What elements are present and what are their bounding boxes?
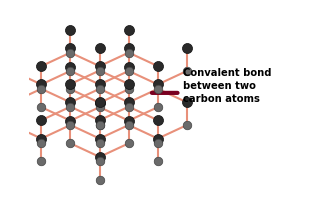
- Point: [126, 101, 131, 104]
- Point: [39, 87, 44, 90]
- Point: [10, 47, 15, 50]
- Point: [97, 160, 102, 163]
- Point: [97, 65, 102, 68]
- Point: [68, 65, 73, 68]
- Point: [97, 101, 102, 104]
- Point: [97, 83, 102, 86]
- Point: [68, 83, 73, 86]
- Point: [126, 47, 131, 50]
- Point: [97, 124, 102, 127]
- Point: [97, 46, 102, 49]
- Point: [68, 142, 73, 145]
- Point: [68, 69, 73, 72]
- Point: [184, 124, 190, 127]
- Point: [97, 100, 102, 103]
- Point: [68, 105, 73, 108]
- Point: [39, 141, 44, 145]
- Point: [126, 65, 131, 68]
- Point: [126, 105, 131, 108]
- Point: [68, 124, 73, 127]
- Point: [97, 137, 102, 140]
- Point: [184, 69, 190, 72]
- Point: [39, 137, 44, 140]
- Point: [97, 69, 102, 72]
- Point: [68, 119, 73, 122]
- Text: Convalent bond
between two
carbon atoms: Convalent bond between two carbon atoms: [183, 68, 271, 104]
- Point: [126, 83, 131, 86]
- Point: [68, 101, 73, 104]
- Point: [68, 28, 73, 32]
- Point: [97, 141, 102, 145]
- Point: [68, 51, 73, 54]
- Point: [155, 87, 160, 90]
- Point: [39, 106, 44, 109]
- Point: [126, 28, 131, 32]
- Point: [39, 119, 44, 122]
- Point: [39, 160, 44, 163]
- Point: [155, 160, 160, 163]
- Point: [126, 69, 131, 72]
- Point: [126, 88, 131, 91]
- Point: [126, 124, 131, 127]
- Point: [97, 87, 102, 90]
- Point: [68, 88, 73, 91]
- Point: [155, 106, 160, 109]
- Point: [97, 106, 102, 109]
- Point: [10, 69, 15, 72]
- Point: [39, 65, 44, 68]
- Point: [155, 119, 160, 122]
- Point: [97, 178, 102, 181]
- Point: [184, 101, 190, 104]
- Point: [126, 119, 131, 122]
- Point: [126, 51, 131, 54]
- Point: [97, 155, 102, 158]
- Point: [10, 101, 15, 104]
- Point: [68, 47, 73, 50]
- Point: [155, 141, 160, 145]
- Point: [126, 142, 131, 145]
- Point: [10, 124, 15, 127]
- Point: [39, 83, 44, 86]
- Point: [184, 47, 190, 50]
- Point: [155, 65, 160, 68]
- Point: [97, 123, 102, 126]
- Point: [97, 119, 102, 122]
- Point: [155, 83, 160, 86]
- Point: [155, 137, 160, 140]
